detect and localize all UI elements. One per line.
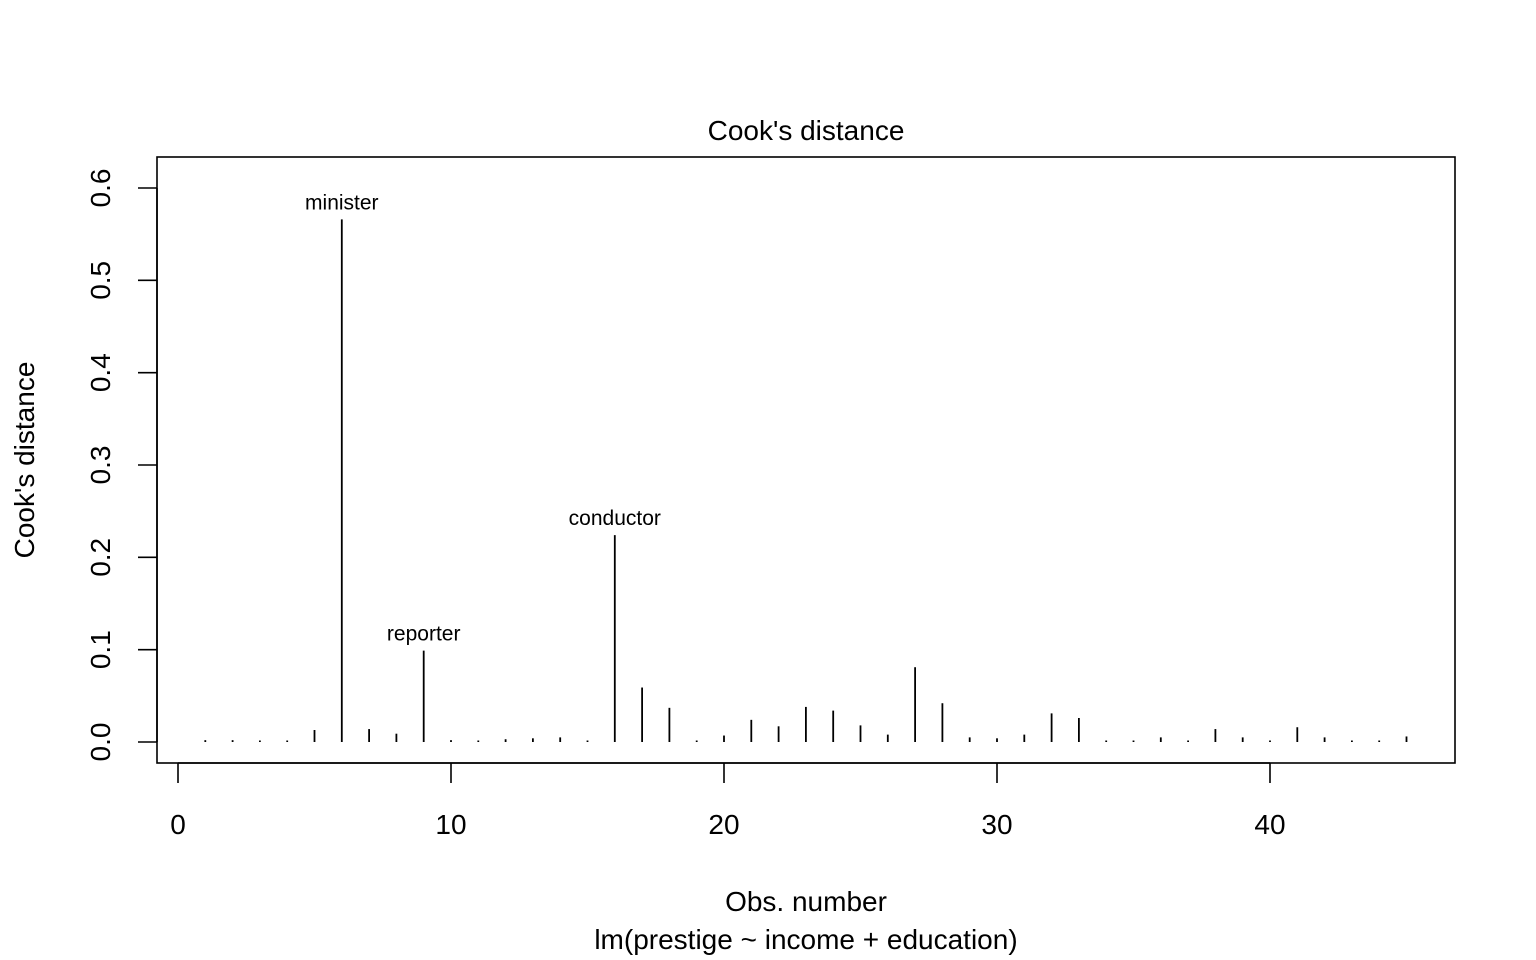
- plot-frame: [156, 156, 1456, 764]
- annotation-label: reporter: [387, 623, 461, 646]
- x-axis-label: Obs. number: [725, 886, 887, 917]
- x-tick-label: 20: [708, 809, 739, 840]
- y-tick-label: 0.3: [85, 446, 116, 485]
- x-axis: 0 10 20 30 40: [170, 762, 1286, 840]
- x-tick-label: 30: [981, 809, 1012, 840]
- annotation-label: conductor: [569, 507, 661, 530]
- y-axis-label: Cook's distance: [9, 362, 40, 559]
- y-tick-label: 0.2: [85, 538, 116, 577]
- model-formula-subtitle: lm(prestige ~ income + education): [594, 924, 1017, 955]
- x-tick-label: 0: [170, 809, 186, 840]
- y-tick-label: 0.0: [85, 723, 116, 762]
- x-tick-label: 10: [435, 809, 466, 840]
- chart-title: Cook's distance: [708, 115, 905, 146]
- y-tick-label: 0.1: [85, 630, 116, 669]
- y-tick-label: 0.5: [85, 261, 116, 300]
- point-annotations: minister reporter conductor: [305, 191, 661, 645]
- annotation-label: minister: [305, 191, 379, 214]
- x-tick-label: 40: [1254, 809, 1285, 840]
- y-axis: 0.0 0.1 0.2 0.3 0.4 0.5 0.6: [85, 169, 158, 762]
- y-tick-label: 0.6: [85, 169, 116, 208]
- y-tick-label: 0.4: [85, 353, 116, 392]
- spike-series: [204, 219, 1408, 742]
